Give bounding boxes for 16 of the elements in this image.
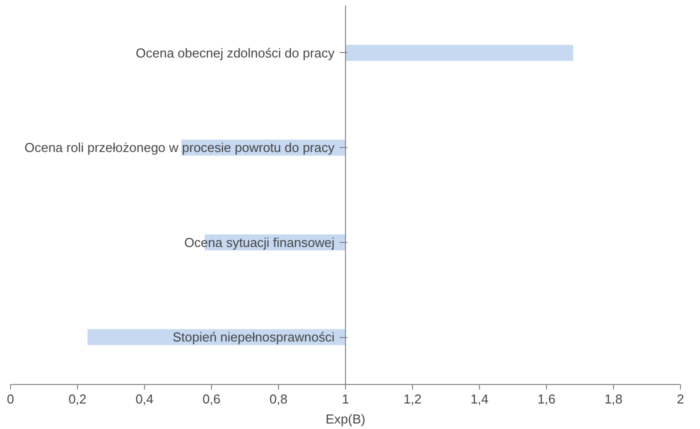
x-tick-label: 1,2 (403, 392, 422, 406)
y-tick-label: Stopień niepełnosprawności (172, 330, 335, 345)
x-tick-label: 0,2 (68, 392, 87, 406)
x-axis-title: Exp(B) (326, 412, 366, 426)
x-tick-label: 1,6 (537, 392, 556, 406)
x-tick-label: 1,8 (604, 392, 623, 406)
x-tick-label: 1 (342, 392, 350, 406)
x-tick-label: 0,8 (269, 392, 288, 406)
x-tick-label: 0 (6, 392, 14, 406)
x-tick-label: 1,4 (470, 392, 489, 406)
x-tick-label: 2 (676, 392, 684, 406)
y-tick-label: Ocena obecnej zdolności do pracy (136, 45, 335, 60)
x-tick-label: 0,4 (135, 392, 154, 406)
x-tick-label: 0,6 (202, 392, 221, 406)
y-tick-label: Ocena roli przełożonego w procesie powrotu do pracy (24, 140, 335, 156)
y-tick-label: Ocena sytuacji finansowej (184, 234, 335, 250)
